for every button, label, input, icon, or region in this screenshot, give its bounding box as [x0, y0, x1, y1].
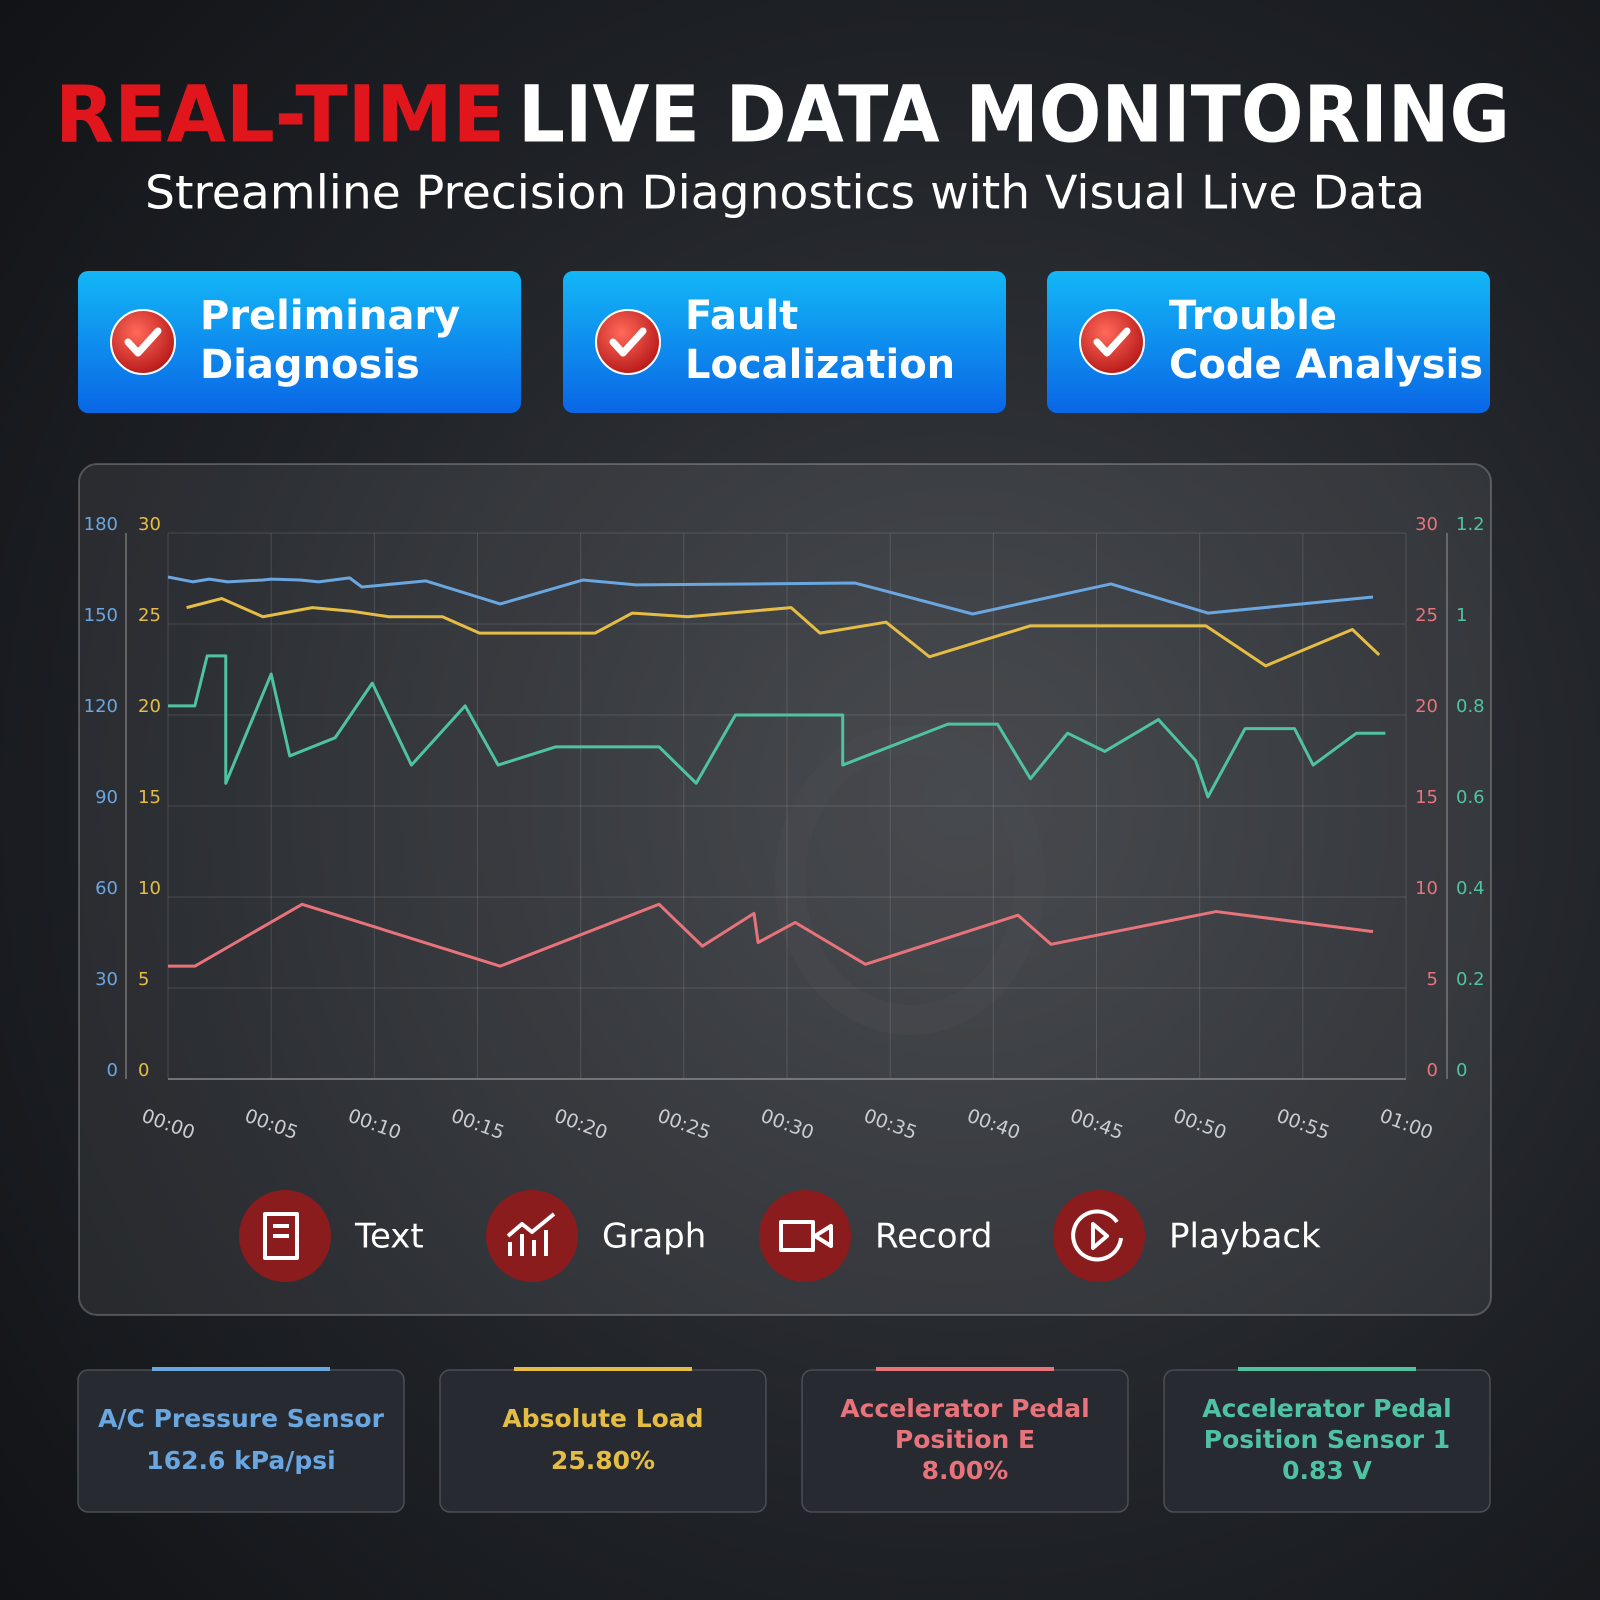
feature-label: Preliminary: [200, 293, 460, 339]
button-label: Playback: [1169, 1217, 1321, 1257]
feature-label: Trouble: [1169, 293, 1337, 339]
legend-swatch: [1238, 1367, 1416, 1371]
feature-box: [1047, 271, 1490, 413]
feature-label: Diagnosis: [200, 342, 420, 388]
tool-button[interactable]: Graph: [486, 1190, 706, 1282]
legend-swatch: [876, 1367, 1054, 1371]
tool-button[interactable]: Record: [759, 1190, 992, 1282]
series-line: [167, 575, 1374, 616]
legend-swatch: [514, 1367, 692, 1371]
legend-card: [77, 1369, 405, 1513]
y-tick-label: 0.6: [1456, 787, 1485, 808]
y-tick-label: 0: [107, 1060, 118, 1081]
y-tick-label: 30: [95, 969, 118, 990]
y-tick-label: 25: [1415, 605, 1438, 626]
y-tick-label: 20: [138, 696, 161, 717]
check-mark: [124, 327, 162, 357]
legend-name: Position E: [895, 1425, 1035, 1454]
button-glyph: [263, 1212, 299, 1260]
check-icon: [1079, 309, 1145, 375]
button-icon: [1053, 1190, 1145, 1282]
legend-card: [439, 1369, 767, 1513]
y-tick-label: 0: [138, 1060, 149, 1081]
feature-box: [78, 271, 521, 413]
y-tick-label: 180: [84, 514, 118, 535]
y-tick-label: 1.2: [1456, 514, 1485, 535]
button-glyph: [506, 1212, 556, 1256]
y-tick-label: 150: [84, 605, 118, 626]
y-tick-label: 30: [138, 514, 161, 535]
tool-button[interactable]: Playback: [1053, 1190, 1321, 1282]
legend-reading: 0.83 V: [1282, 1456, 1372, 1485]
y-tick-label: 30: [1415, 514, 1438, 535]
button-label: Text: [354, 1217, 424, 1257]
legend-name: Absolute Load: [502, 1404, 703, 1433]
y-tick-label: 15: [138, 787, 161, 808]
title-red: REAL-TIME: [55, 70, 505, 160]
y-tick-label: 5: [1427, 969, 1438, 990]
feature-label: Fault: [685, 293, 798, 339]
y-tick-label: 60: [95, 878, 118, 899]
y-tick-label: 10: [1415, 878, 1438, 899]
y-tick-label: 25: [138, 605, 161, 626]
button-icon: [486, 1190, 578, 1282]
check-icon: [110, 309, 176, 375]
check-mark: [1093, 327, 1131, 357]
legend-swatch: [152, 1367, 330, 1371]
series-line: [168, 902, 1374, 968]
series-line: [186, 597, 1381, 668]
chart-panel: [78, 463, 1492, 1316]
feature-label: Code Analysis: [1169, 342, 1483, 388]
button-label: Record: [875, 1217, 992, 1257]
button-glyph: [779, 1220, 833, 1252]
y-tick-label: 0.2: [1456, 969, 1485, 990]
y-tick-label: 15: [1415, 787, 1438, 808]
legend-name: A/C Pressure Sensor: [98, 1404, 384, 1433]
subtitle: Streamline Precision Diagnostics with Vi…: [145, 166, 1425, 220]
legend-name: Accelerator Pedal: [840, 1394, 1089, 1423]
check-mark: [609, 327, 647, 357]
y-tick-label: 0: [1456, 1060, 1467, 1081]
legend-reading: 8.00%: [922, 1456, 1009, 1485]
y-tick-label: 0.8: [1456, 696, 1485, 717]
y-tick-label: 0.4: [1456, 878, 1485, 899]
y-tick-label: 90: [95, 787, 118, 808]
y-tick-label: 1: [1456, 605, 1467, 626]
feature-box: [563, 271, 1006, 413]
feature-label: Localization: [685, 342, 955, 388]
button-label: Graph: [602, 1217, 706, 1257]
legend-name: Accelerator Pedal: [1202, 1394, 1451, 1423]
series-line: [168, 654, 1386, 799]
y-tick-label: 0: [1427, 1060, 1438, 1081]
y-tick-label: 5: [138, 969, 149, 990]
y-tick-label: 20: [1415, 696, 1438, 717]
check-icon: [595, 309, 661, 375]
legend-reading: 162.6 kPa/psi: [146, 1446, 335, 1475]
button-icon: [759, 1190, 851, 1282]
title-white: LIVE DATA MONITORING: [518, 70, 1510, 160]
legend-reading: 25.80%: [551, 1446, 655, 1475]
legend-name: Position Sensor 1: [1204, 1425, 1450, 1454]
y-tick-label: 10: [138, 878, 161, 899]
button-glyph: [1071, 1209, 1123, 1262]
tool-button[interactable]: Text: [239, 1190, 424, 1282]
y-tick-label: 120: [84, 696, 118, 717]
